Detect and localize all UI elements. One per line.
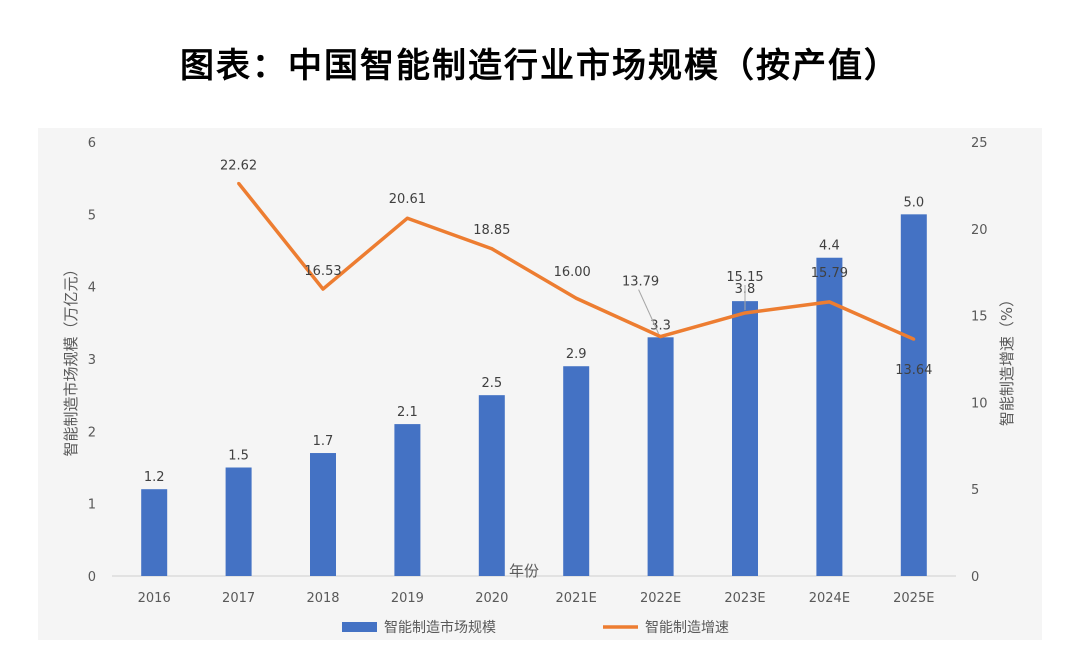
y-right-tick-label: 25 [971, 136, 988, 151]
x-tick-label: 2021E [556, 591, 597, 606]
line-point [659, 335, 663, 339]
bar-value-label: 4.4 [819, 239, 840, 254]
legend-bar-label: 智能制造市场规模 [384, 619, 496, 636]
bar-value-label: 2.1 [397, 405, 418, 420]
chart-panel [38, 128, 1042, 640]
bar-value-label: 1.7 [313, 434, 334, 449]
bar-value-label: 1.5 [228, 449, 249, 464]
bar [225, 467, 252, 576]
x-tick-label: 2022E [640, 591, 681, 606]
axes: 0 1 2 3 4 5 6 0 5 10 15 20 25 2016 2017 2018 2019 2020 202… [62, 136, 1016, 606]
line-point [490, 247, 494, 251]
bar-series [141, 214, 927, 577]
line-point [321, 287, 325, 291]
y-left-axis-title: 智能制造市场规模（万亿元） [62, 261, 80, 456]
line-series [237, 181, 916, 341]
growth-line [237, 182, 915, 341]
x-tick-label: 2019 [391, 591, 424, 606]
bar [478, 395, 505, 576]
x-axis-title: 年份 [509, 562, 539, 580]
x-tick-label: 2020 [475, 591, 508, 606]
line-point [237, 181, 241, 185]
bar-value-label: 3.3 [650, 318, 671, 333]
bar-value-label: 5.0 [903, 195, 924, 210]
x-tick-label: 2016 [138, 591, 171, 606]
legend: 智能制造市场规模 智能制造增速 [342, 619, 729, 636]
y-right-tick-label: 10 [971, 396, 988, 411]
line-value-label: 16.53 [304, 264, 341, 279]
y-left-tick-label: 0 [88, 570, 96, 585]
bar [310, 453, 336, 576]
line-value-label: 20.61 [389, 192, 426, 207]
bar-value-label: 2.9 [566, 347, 587, 362]
line-value-label: 13.64 [895, 363, 932, 378]
y-left-tick-label: 4 [88, 281, 96, 296]
y-left-tick-label: 3 [88, 353, 96, 368]
x-tick-label: 2024E [809, 591, 850, 606]
y-right-tick-label: 5 [971, 483, 979, 498]
data-labels: 1.21.51.72.12.52.93.33.84.45.022.6216.53… [144, 158, 933, 485]
x-tick-label: 2017 [222, 591, 255, 606]
bar [141, 489, 168, 576]
y-right-tick-label: 0 [971, 570, 979, 585]
y-left-tick-label: 2 [88, 425, 96, 440]
line-point [574, 296, 578, 300]
line-value-label: 13.79 [622, 275, 659, 290]
legend-bar-swatch [342, 622, 377, 632]
line-point [743, 311, 747, 315]
bar-value-label: 2.5 [481, 376, 502, 391]
line-value-label: 15.15 [726, 270, 763, 285]
line-point [912, 337, 916, 341]
bar-value-label: 1.2 [144, 470, 165, 485]
bar [900, 214, 927, 577]
y-right-tick-label: 15 [971, 310, 988, 325]
y-left-tick-label: 6 [88, 136, 96, 151]
line-point [827, 300, 831, 304]
line-point [405, 216, 409, 220]
bar [563, 366, 590, 576]
label-leader-line [638, 289, 660, 334]
y-right-axis-title: 智能制造增速（%） [998, 292, 1016, 426]
line-value-label: 15.79 [811, 266, 848, 281]
line-value-label: 22.62 [220, 158, 257, 173]
bar [816, 257, 843, 576]
legend-line-label: 智能制造增速 [645, 620, 729, 636]
bar [647, 337, 674, 576]
y-left-tick-label: 5 [88, 208, 96, 223]
x-tick-label: 2023E [724, 591, 765, 606]
page-title: 图表：中国智能制造行业市场规模（按产值） [180, 46, 900, 86]
bar [732, 301, 758, 576]
line-value-label: 16.00 [554, 265, 591, 280]
line-value-label: 18.85 [473, 223, 510, 238]
bar [394, 424, 421, 576]
x-tick-label: 2018 [306, 591, 339, 606]
y-left-tick-label: 1 [88, 498, 96, 513]
x-tick-label: 2025E [893, 591, 934, 606]
y-right-tick-label: 20 [971, 223, 988, 238]
